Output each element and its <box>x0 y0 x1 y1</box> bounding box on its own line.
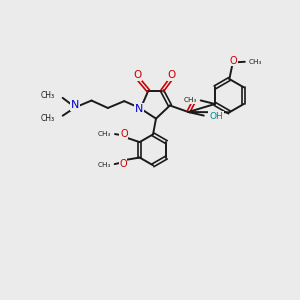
Text: O: O <box>230 56 237 66</box>
Text: O: O <box>120 129 128 139</box>
Text: N: N <box>135 104 143 114</box>
Text: CH₃: CH₃ <box>183 98 196 103</box>
Text: O: O <box>119 159 127 169</box>
Text: O: O <box>134 70 142 80</box>
Text: CH₃: CH₃ <box>98 162 111 168</box>
Text: O: O <box>168 70 176 80</box>
Text: CH₃: CH₃ <box>98 131 111 137</box>
Text: OH: OH <box>209 112 223 121</box>
Text: N: N <box>71 100 79 110</box>
Text: CH₃: CH₃ <box>40 91 54 100</box>
Text: CH₃: CH₃ <box>40 114 54 123</box>
Text: CH₃: CH₃ <box>249 59 262 65</box>
